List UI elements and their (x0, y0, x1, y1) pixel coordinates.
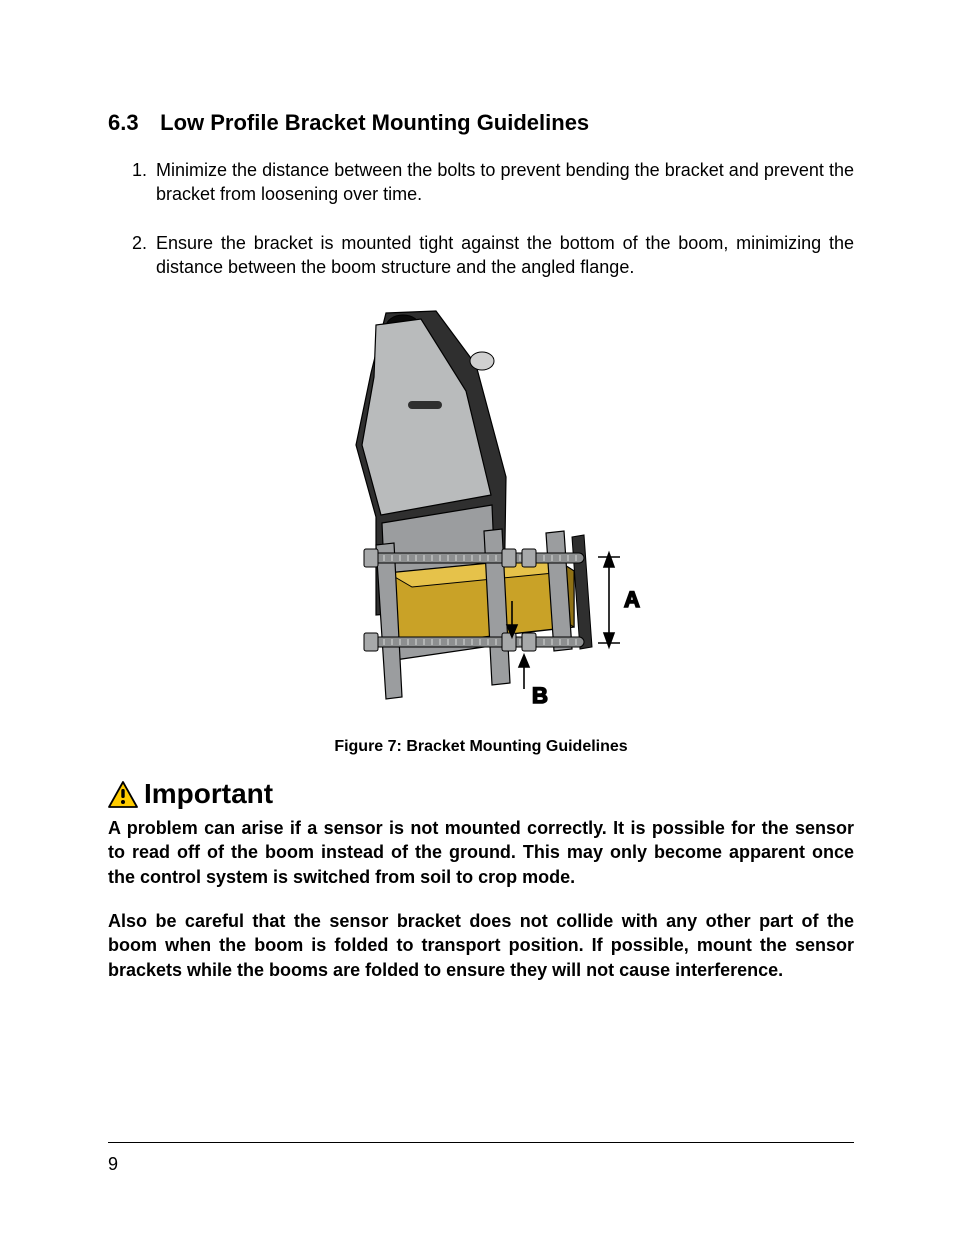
important-body: A problem can arise if a sensor is not m… (108, 816, 854, 982)
warning-icon (108, 781, 138, 808)
footer-rule (108, 1142, 854, 1143)
list-item: Minimize the distance between the bolts … (152, 158, 854, 207)
section-title: Low Profile Bracket Mounting Guidelines (160, 110, 589, 135)
page-number: 9 (108, 1154, 118, 1175)
list-item: Ensure the bracket is mounted tight agai… (152, 231, 854, 280)
figure-caption: Figure 7: Bracket Mounting Guidelines (108, 738, 854, 756)
important-header: Important (108, 778, 854, 810)
dimension-label-a: A (624, 587, 640, 612)
section-heading: 6.3 Low Profile Bracket Mounting Guideli… (108, 110, 854, 136)
figure: A B Figure 7: Bracket Mounting Guideline… (108, 305, 854, 756)
guidelines-list: Minimize the distance between the bolts … (108, 158, 854, 279)
important-heading-text: Important (144, 778, 273, 810)
section-number: 6.3 (108, 110, 154, 136)
bracket-illustration: A B (316, 305, 646, 725)
bracket-face-light (362, 319, 491, 515)
page: 6.3 Low Profile Bracket Mounting Guideli… (0, 0, 954, 1235)
important-paragraph: Also be careful that the sensor bracket … (108, 909, 854, 982)
dimension-a: A (598, 553, 640, 647)
dimension-label-b: B (532, 683, 548, 708)
important-paragraph: A problem can arise if a sensor is not m… (108, 816, 854, 889)
